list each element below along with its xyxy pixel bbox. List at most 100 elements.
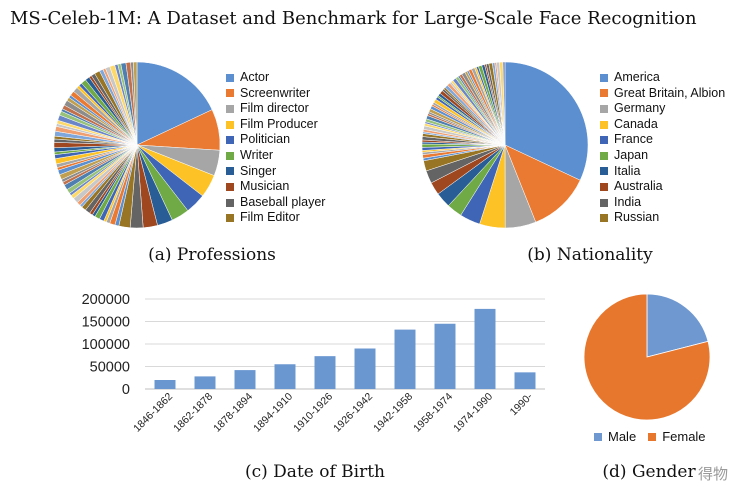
professions-legend-item: Film Producer bbox=[226, 117, 325, 133]
bar-1894-1910 bbox=[274, 364, 296, 389]
legend-label: Film director bbox=[240, 101, 309, 116]
nationality-slice-america bbox=[504, 61, 589, 181]
bar-1974-1990 bbox=[474, 308, 496, 389]
nationality-legend-item: Germany bbox=[600, 101, 725, 117]
caption-nationality: (b) Nationality bbox=[527, 245, 653, 265]
gender-slice-male bbox=[646, 293, 709, 358]
professions-legend-item: Film director bbox=[226, 101, 325, 117]
nationality-legend-item: Great Britain, Albion bbox=[600, 86, 725, 102]
gender-pie-chart bbox=[583, 293, 711, 421]
legend-label: Writer bbox=[240, 147, 274, 162]
legend-label: Female bbox=[662, 429, 706, 444]
nationality-legend-item: Japan bbox=[600, 148, 725, 164]
nationality-legend-item: Russian bbox=[600, 210, 725, 226]
x-tick-label: 1910-1926 bbox=[291, 391, 335, 435]
professions-legend-item: Film Editor bbox=[226, 210, 325, 226]
bar-1862-1878 bbox=[194, 376, 216, 389]
x-tick-label: 1862-1878 bbox=[171, 391, 215, 435]
legend-swatch-icon bbox=[594, 432, 602, 441]
professions-pie-chart bbox=[53, 61, 221, 229]
legend-swatch-icon bbox=[226, 89, 234, 98]
legend-swatch-icon bbox=[600, 167, 608, 176]
legend-swatch-icon bbox=[648, 432, 657, 441]
professions-legend-item: Actor bbox=[226, 70, 325, 86]
caption-gender: (d) Gender bbox=[602, 462, 696, 482]
legend-swatch-icon bbox=[226, 104, 234, 113]
professions-legend-item: Singer bbox=[226, 164, 325, 180]
legend-swatch-icon bbox=[600, 89, 608, 98]
nationality-legend-item: Australia bbox=[600, 179, 725, 195]
legend-swatch-icon bbox=[226, 151, 234, 160]
caption-date-of-birth: (c) Date of Birth bbox=[244, 462, 386, 482]
nationality-legend-item: Italia bbox=[600, 164, 725, 180]
x-tick-label: 1894-1910 bbox=[251, 391, 295, 435]
legend-label: Film Editor bbox=[240, 210, 300, 225]
legend-swatch-icon bbox=[226, 167, 234, 176]
professions-legend-item: Musician bbox=[226, 179, 325, 195]
caption-professions: (a) Professions bbox=[148, 245, 276, 265]
legend-label: Film Producer bbox=[240, 116, 318, 131]
legend-label: Male bbox=[608, 429, 637, 444]
legend-label: Germany bbox=[614, 101, 666, 116]
legend-swatch-icon bbox=[600, 120, 608, 129]
legend-label: Singer bbox=[240, 163, 277, 178]
legend-swatch-icon bbox=[226, 214, 234, 223]
bar-1942-1958 bbox=[394, 329, 416, 389]
legend-label: America bbox=[614, 70, 660, 84]
legend-label: Russian bbox=[614, 210, 660, 225]
legend-label: Politician bbox=[240, 132, 291, 147]
legend-label: Great Britain, Albion bbox=[614, 85, 726, 100]
legend-label: Italia bbox=[614, 163, 641, 178]
bar-1958-1974 bbox=[434, 323, 456, 389]
nationality-pie-chart bbox=[421, 61, 589, 229]
nationality-slice-minor-55 bbox=[502, 61, 506, 146]
legend-label: Baseball player bbox=[240, 194, 326, 209]
legend-swatch-icon bbox=[600, 214, 608, 223]
professions-legend-item: Politician bbox=[226, 132, 325, 148]
nationality-legend-item: France bbox=[600, 132, 725, 148]
legend-label: Canada bbox=[614, 116, 658, 131]
bar-1990- bbox=[514, 372, 536, 389]
x-tick-label: 1958-1974 bbox=[411, 391, 455, 435]
x-tick-label: 1990- bbox=[508, 390, 536, 418]
gender-slice-female bbox=[583, 293, 711, 421]
professions-legend-item: Baseball player bbox=[226, 195, 325, 211]
x-tick-label: 1926-1942 bbox=[331, 391, 375, 435]
legend-label: Japan bbox=[614, 147, 649, 162]
nationality-legend: America Great Britain, Albion Germany Canad… bbox=[600, 70, 725, 226]
professions-legend-item: Writer bbox=[226, 148, 325, 164]
legend-swatch-icon bbox=[600, 182, 608, 191]
x-tick-label: 1942-1958 bbox=[371, 391, 415, 435]
legend-swatch-icon bbox=[226, 73, 234, 82]
x-tick-label: 1878-1894 bbox=[211, 391, 255, 435]
legend-label: India bbox=[614, 194, 642, 209]
professions-legend-item: Screenwriter bbox=[226, 86, 325, 102]
legend-label: Actor bbox=[240, 70, 270, 84]
y-tick-label: 200000 bbox=[82, 292, 130, 308]
legend-swatch-icon bbox=[600, 198, 608, 207]
bar-1926-1942 bbox=[354, 348, 376, 389]
bar-1910-1926 bbox=[314, 356, 336, 389]
legend-swatch-icon bbox=[226, 136, 234, 145]
x-tick-label: 1974-1990 bbox=[451, 391, 495, 435]
nationality-legend-item: America bbox=[600, 70, 725, 86]
x-tick-label: 1846-1862 bbox=[131, 391, 175, 435]
legend-label: France bbox=[614, 132, 653, 147]
gender-legend-item: Female bbox=[648, 429, 706, 444]
legend-swatch-icon bbox=[600, 104, 608, 113]
legend-swatch-icon bbox=[226, 120, 234, 129]
nationality-legend-item: India bbox=[600, 195, 725, 211]
figure-title: MS-Celeb-1M: A Dataset and Benchmark for… bbox=[10, 8, 697, 29]
bar-1878-1894 bbox=[234, 370, 256, 389]
date-of-birth-bar-chart: 200000 150000 100000 50000 01846-18621862-18… bbox=[82, 292, 545, 435]
y-tick-label: 50000 bbox=[90, 360, 130, 376]
gender-legend-item: Male bbox=[594, 429, 636, 444]
y-tick-label: 0 bbox=[122, 382, 130, 398]
nationality-legend-item: Canada bbox=[600, 117, 725, 133]
gender-legend: Male Female bbox=[594, 429, 706, 444]
legend-swatch-icon bbox=[600, 136, 608, 145]
legend-label: Musician bbox=[240, 179, 290, 194]
professions-slice-minor-60 bbox=[133, 61, 138, 146]
y-tick-label: 150000 bbox=[82, 315, 130, 331]
bar-1846-1862 bbox=[154, 380, 176, 389]
